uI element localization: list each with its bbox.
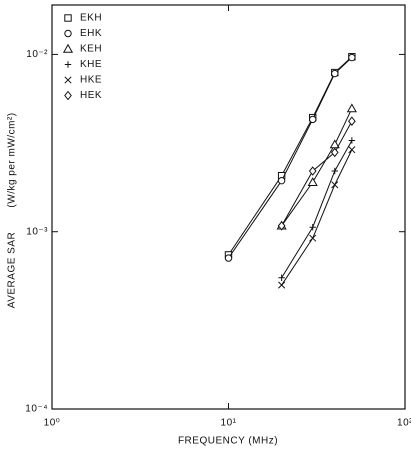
y-axis-units: (W/kg per mW/cm²) (7, 112, 18, 207)
legend-marker (64, 14, 72, 22)
legend-label: KHE (80, 59, 102, 70)
marker (224, 254, 233, 262)
x-tick-label: 10¹ (221, 418, 237, 429)
x-tick-label: 10² (397, 418, 411, 429)
marker (346, 103, 357, 113)
marker (348, 116, 356, 127)
series-line (281, 108, 353, 227)
legend-label: KEH (80, 44, 102, 55)
marker (331, 167, 338, 175)
legend-label: HKE (80, 75, 102, 86)
marker (348, 146, 356, 154)
x-axis-label: FREQUENCY (MHz) (178, 436, 278, 447)
marker (307, 177, 318, 186)
y-axis-label: AVERAGE SAR (7, 232, 18, 308)
series-line (228, 56, 353, 256)
legend-marker (62, 43, 74, 53)
legend-label: EKH (80, 13, 102, 24)
marker (309, 224, 316, 231)
marker (278, 274, 285, 281)
series-line (281, 149, 353, 286)
marker (309, 115, 317, 124)
marker (331, 69, 339, 78)
marker (348, 137, 356, 144)
legend-marker (64, 61, 72, 68)
plot-frame (51, 4, 406, 410)
x-tick-label: 10⁰ (44, 418, 61, 429)
legend-label: EHK (80, 28, 102, 39)
legend-marker (64, 76, 72, 84)
legend-marker (64, 90, 72, 101)
series-line (281, 120, 353, 227)
y-tick-label: 10⁻³ (26, 226, 48, 237)
marker (308, 166, 317, 176)
marker (348, 53, 356, 62)
marker (277, 176, 286, 185)
legend-label: HEK (80, 90, 102, 101)
marker (331, 181, 339, 189)
series-line (281, 140, 353, 279)
y-tick-label: 10⁻² (26, 49, 48, 60)
y-tick-label: 10⁻⁴ (25, 404, 48, 415)
marker (278, 281, 286, 289)
marker (309, 234, 317, 242)
marker (277, 220, 286, 231)
legend-marker (64, 29, 72, 38)
marker (330, 147, 339, 158)
